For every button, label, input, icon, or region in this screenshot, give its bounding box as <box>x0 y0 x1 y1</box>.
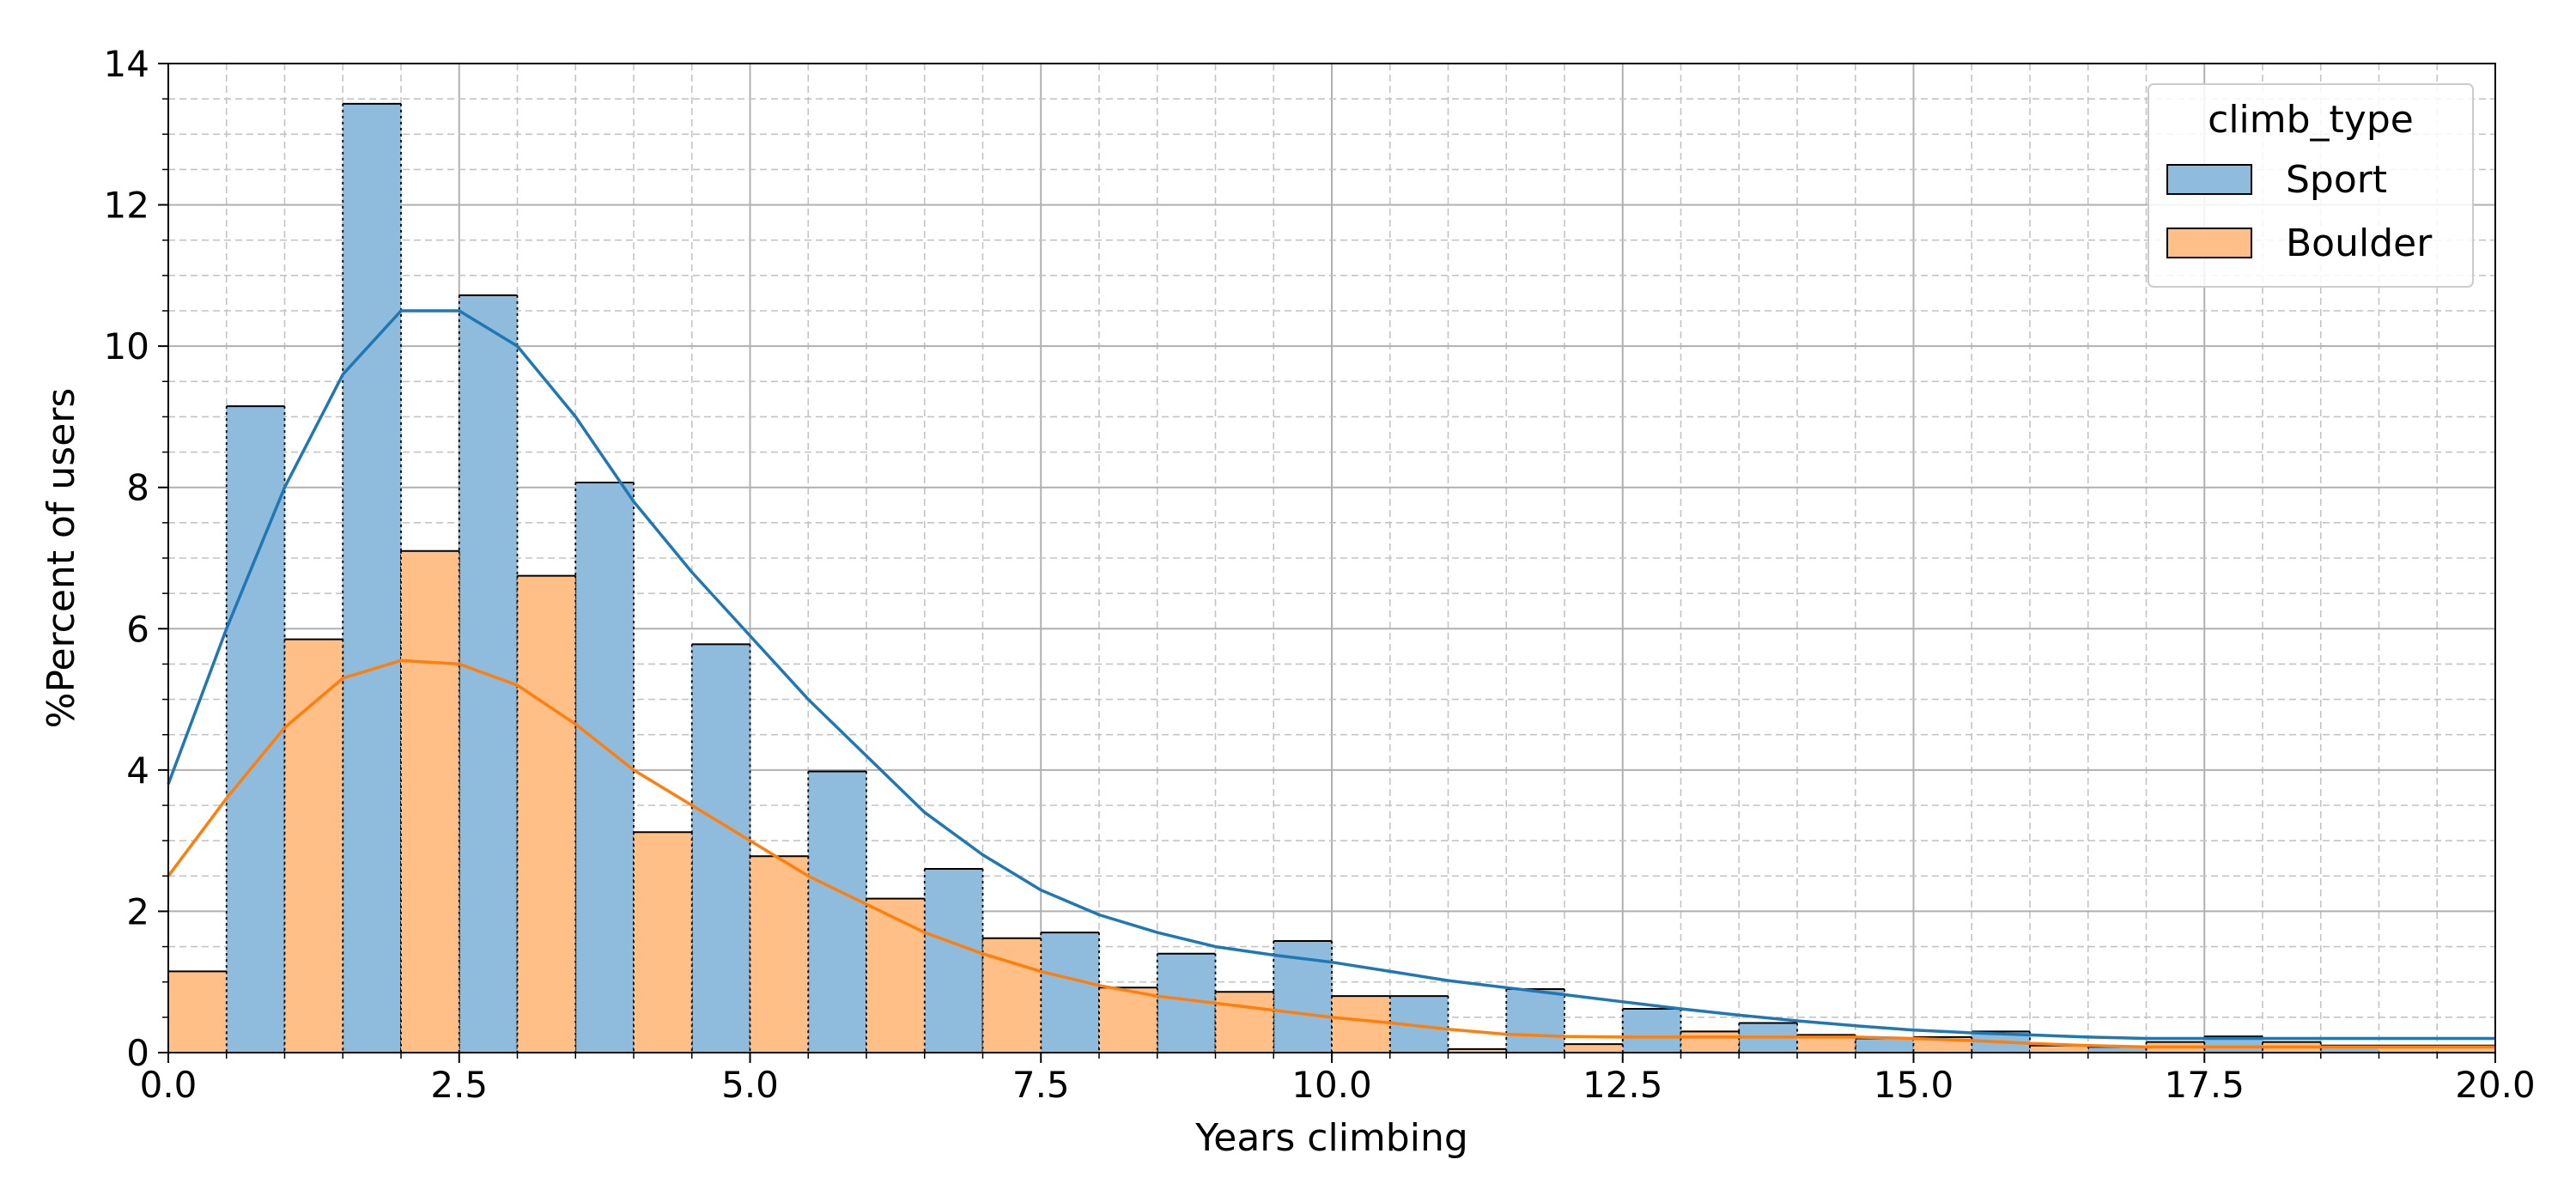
sport-bar-fill <box>1622 1008 1681 1053</box>
x-axis-label: Years climbing <box>1194 1116 1468 1160</box>
legend-swatch-boulder <box>2166 228 2252 258</box>
boulder-bar <box>1680 1030 1741 1053</box>
boulder-bar-fill <box>1099 987 1157 1053</box>
sport-bar <box>1505 987 1565 1053</box>
boulder-bar-fill <box>866 898 925 1053</box>
grid <box>167 63 2496 1053</box>
x-tick-label: 15.0 <box>1874 1064 1954 1106</box>
x-tick-label: 7.5 <box>1012 1064 1070 1106</box>
x-tick-label: 12.5 <box>1583 1064 1663 1106</box>
boulder-bar <box>633 831 693 1053</box>
x-tick-label: 2.5 <box>430 1064 488 1106</box>
y-tick-label: 0 <box>126 1032 149 1074</box>
legend: climb_type Sport Boulder <box>2148 83 2474 288</box>
legend-items: Sport Boulder <box>2166 158 2433 265</box>
x-tick-label: 20.0 <box>2455 1064 2536 1106</box>
sport-bar <box>1621 1007 1682 1053</box>
boulder-bar-fill <box>1332 996 1390 1053</box>
y-tick-label: 14 <box>104 43 149 85</box>
boulder-bar-fill <box>1797 1035 1856 1053</box>
boulder-bar-fill <box>168 971 227 1053</box>
sport-bar-fill <box>924 869 983 1053</box>
legend-swatch-sport <box>2166 164 2252 195</box>
sport-bar <box>690 643 751 1053</box>
sport-bar-fill <box>1506 988 1564 1053</box>
boulder-bar-fill <box>517 575 576 1053</box>
boulder-bar <box>1214 991 1275 1053</box>
axis-ticks: 0.0 2.5 5.0 7.5 10.0 12.5 15.0 17.5 20.0 0 2 4 6 8 10 1… <box>104 43 2536 1106</box>
sport-kde-line <box>167 309 2495 1041</box>
legend-label-sport: Sport <box>2286 158 2387 202</box>
boulder-bar <box>1796 1034 1856 1053</box>
sport-bar <box>923 868 984 1053</box>
boulder-bar-fill <box>1448 1048 1507 1053</box>
sport-bar <box>1854 1037 1915 1053</box>
boulder-bar-fill <box>2379 1045 2438 1053</box>
boulder-bar-fill <box>750 856 809 1053</box>
y-axis-label: %Percent of users <box>39 388 83 729</box>
y-tick-label: 2 <box>126 890 149 932</box>
y-tick-label: 8 <box>126 467 149 509</box>
x-tick-label: 0.0 <box>140 1064 197 1106</box>
boulder-bar-fill <box>1564 1044 1623 1053</box>
sport-bar-fill <box>575 482 634 1053</box>
boulder-bar-fill <box>1215 992 1274 1053</box>
y-tick-label: 4 <box>126 750 149 792</box>
boulder-bar-fill <box>1680 1031 1740 1053</box>
sport-bar-fill <box>2087 1047 2147 1053</box>
sport-bar-fill <box>2320 1045 2379 1053</box>
sport-bar <box>807 770 867 1053</box>
y-tick-label: 12 <box>104 185 149 227</box>
sport-bar-fill <box>343 103 401 1053</box>
boulder-bar <box>866 897 926 1053</box>
kde-curves <box>167 309 2495 1049</box>
sport-bar <box>1040 932 1100 1053</box>
sport-bar-fill <box>226 406 285 1053</box>
boulder-bar <box>749 855 810 1053</box>
boulder-bar-fill <box>284 639 343 1053</box>
boulder-bar <box>400 549 460 1053</box>
boulder-bar <box>516 574 577 1053</box>
boulder-bar <box>1447 1047 1508 1053</box>
legend-item-sport: Sport <box>2166 158 2387 202</box>
sport-bar-fill <box>1041 932 1099 1053</box>
y-tick-label: 6 <box>126 608 149 650</box>
x-tick-label: 10.0 <box>1291 1064 1372 1106</box>
boulder-bar <box>1331 995 1391 1053</box>
sport-bar <box>342 102 402 1053</box>
boulder-bar <box>1098 986 1158 1053</box>
sport-bar <box>225 405 286 1053</box>
boulder-bar <box>167 970 228 1053</box>
legend-title: climb_type <box>2208 98 2414 142</box>
legend-label-boulder: Boulder <box>2286 222 2433 265</box>
y-tick-label: 10 <box>104 325 149 367</box>
sport-bar-fill <box>691 644 750 1053</box>
boulder-bar-fill <box>2437 1045 2495 1053</box>
x-tick-label: 17.5 <box>2164 1064 2245 1106</box>
boulder-bar <box>283 638 344 1053</box>
sport-bar-fill <box>1855 1038 1914 1053</box>
sport-bar-fill <box>808 771 866 1053</box>
boulder-bar <box>1564 1043 1624 1053</box>
x-tick-label: 5.0 <box>721 1064 779 1106</box>
legend-item-boulder: Boulder <box>2166 222 2433 265</box>
boulder-bar-fill <box>634 832 692 1053</box>
sport-bar-fill <box>2204 1036 2263 1053</box>
boulder-kde-line <box>167 659 2495 1049</box>
boulder-bar-fill <box>401 550 459 1053</box>
sport-bar <box>574 481 635 1053</box>
boulder-bar-fill <box>2030 1045 2088 1053</box>
